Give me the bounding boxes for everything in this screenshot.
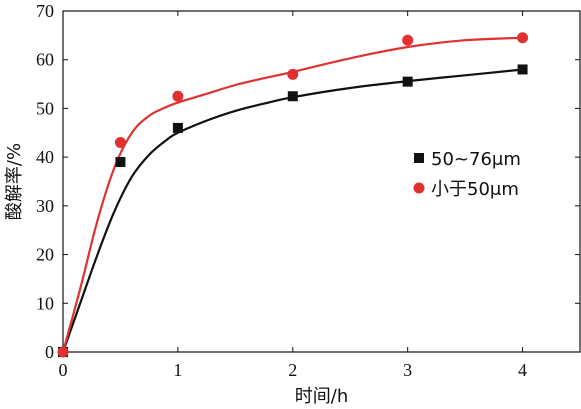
y-tick-label: 30 <box>36 196 54 216</box>
x-tick-label: 3 <box>403 360 412 380</box>
legend-label-50-76um: 50~76μm <box>431 149 521 170</box>
ticks: 0 10 20 30 40 50 60 70 0 1 2 3 4 <box>36 1 580 380</box>
y-tick-label: 20 <box>36 245 54 265</box>
y-tick-label: 40 <box>36 147 54 167</box>
y-tick-label: 50 <box>36 98 54 118</box>
legend-marker-square <box>414 153 424 163</box>
data-point-circle <box>517 32 529 44</box>
x-tick-label: 4 <box>518 360 527 380</box>
fit-curves <box>61 36 523 353</box>
data-point-circle <box>172 90 184 102</box>
plot-frame <box>62 10 581 353</box>
data-point-circle <box>402 34 414 46</box>
x-tick-label: 2 <box>288 360 297 380</box>
y-tick-label: 10 <box>36 293 54 313</box>
data-point-square <box>115 157 126 168</box>
y-tick-label: 70 <box>36 1 54 21</box>
data-point-circle <box>287 68 299 80</box>
data-point-square <box>517 64 528 75</box>
legend-marker-circle <box>413 182 425 194</box>
fit-line-series-0 <box>61 68 523 353</box>
data-point-square <box>172 122 183 133</box>
x-axis-title: 时间/h <box>295 386 348 407</box>
y-tick-label: 60 <box>36 50 54 70</box>
data-point-circle <box>114 137 126 149</box>
x-tick-label: 1 <box>173 360 182 380</box>
data-points <box>57 32 529 358</box>
data-point-square <box>287 91 298 102</box>
legend-label-under-50um: 小于50μm <box>431 179 519 200</box>
y-tick-label: 0 <box>45 342 54 362</box>
data-point-square <box>402 76 413 87</box>
y-axis-title: 酸解率/% <box>4 143 25 220</box>
x-tick-label: 0 <box>59 360 68 380</box>
data-point-circle <box>57 346 69 358</box>
legend: 50~76μm 小于50μm <box>413 149 521 200</box>
fit-line-series-1 <box>61 36 523 353</box>
